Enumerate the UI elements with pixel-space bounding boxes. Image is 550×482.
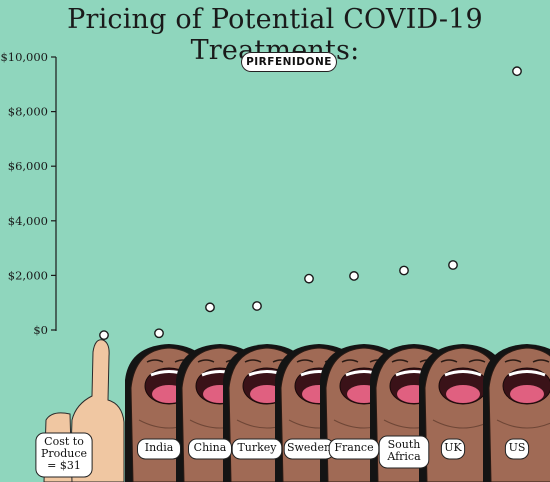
x-category-label: Turkey	[231, 438, 283, 460]
drug-label-badge: PIRFENIDONE	[241, 52, 337, 72]
x-category-text: Produce	[41, 447, 87, 460]
y-tick-label: $0	[33, 323, 48, 337]
y-tick-label: $8,000	[8, 105, 48, 119]
x-category-text: India	[145, 441, 174, 454]
x-category-label: China	[188, 438, 232, 460]
y-tick-label: $4,000	[8, 214, 48, 228]
y-tick-label: $2,000	[8, 268, 48, 282]
x-category-text: Africa	[386, 450, 421, 463]
screaming-face-icon	[483, 344, 550, 482]
x-category-text: South	[388, 438, 421, 451]
data-point	[154, 328, 164, 339]
x-category-text: = $31	[47, 459, 81, 472]
x-category-text: Sweden	[287, 441, 331, 454]
data-points	[99, 66, 522, 341]
y-tick-label: $6,000	[8, 159, 48, 173]
x-category-label: France	[328, 438, 380, 460]
x-category-text: Turkey	[237, 441, 277, 454]
data-point	[349, 271, 359, 281]
chart-title: Pricing of Potential COVID-19 Treatments…	[67, 4, 483, 66]
illustration-layer	[43, 339, 550, 482]
y-tick-label: $10,000	[0, 50, 48, 64]
x-category-text: UK	[444, 441, 462, 454]
x-category-text: China	[194, 441, 227, 454]
data-point	[512, 66, 522, 77]
x-category-label: India	[137, 438, 181, 460]
data-point	[205, 302, 215, 313]
data-point	[304, 273, 314, 284]
data-point	[448, 260, 458, 270]
x-category-text: US	[509, 441, 526, 454]
x-category-label: Sweden	[283, 438, 335, 460]
x-category-text: France	[334, 441, 373, 454]
x-category-text: Cost to	[44, 435, 84, 448]
x-category-label: UK	[440, 438, 466, 460]
y-axis: $0 $2,000 $4,000 $6,000 $8,000 $10,000	[0, 50, 57, 337]
data-point	[399, 265, 409, 276]
data-point	[252, 301, 262, 311]
x-category-label: US	[504, 438, 530, 460]
data-point	[99, 330, 109, 341]
